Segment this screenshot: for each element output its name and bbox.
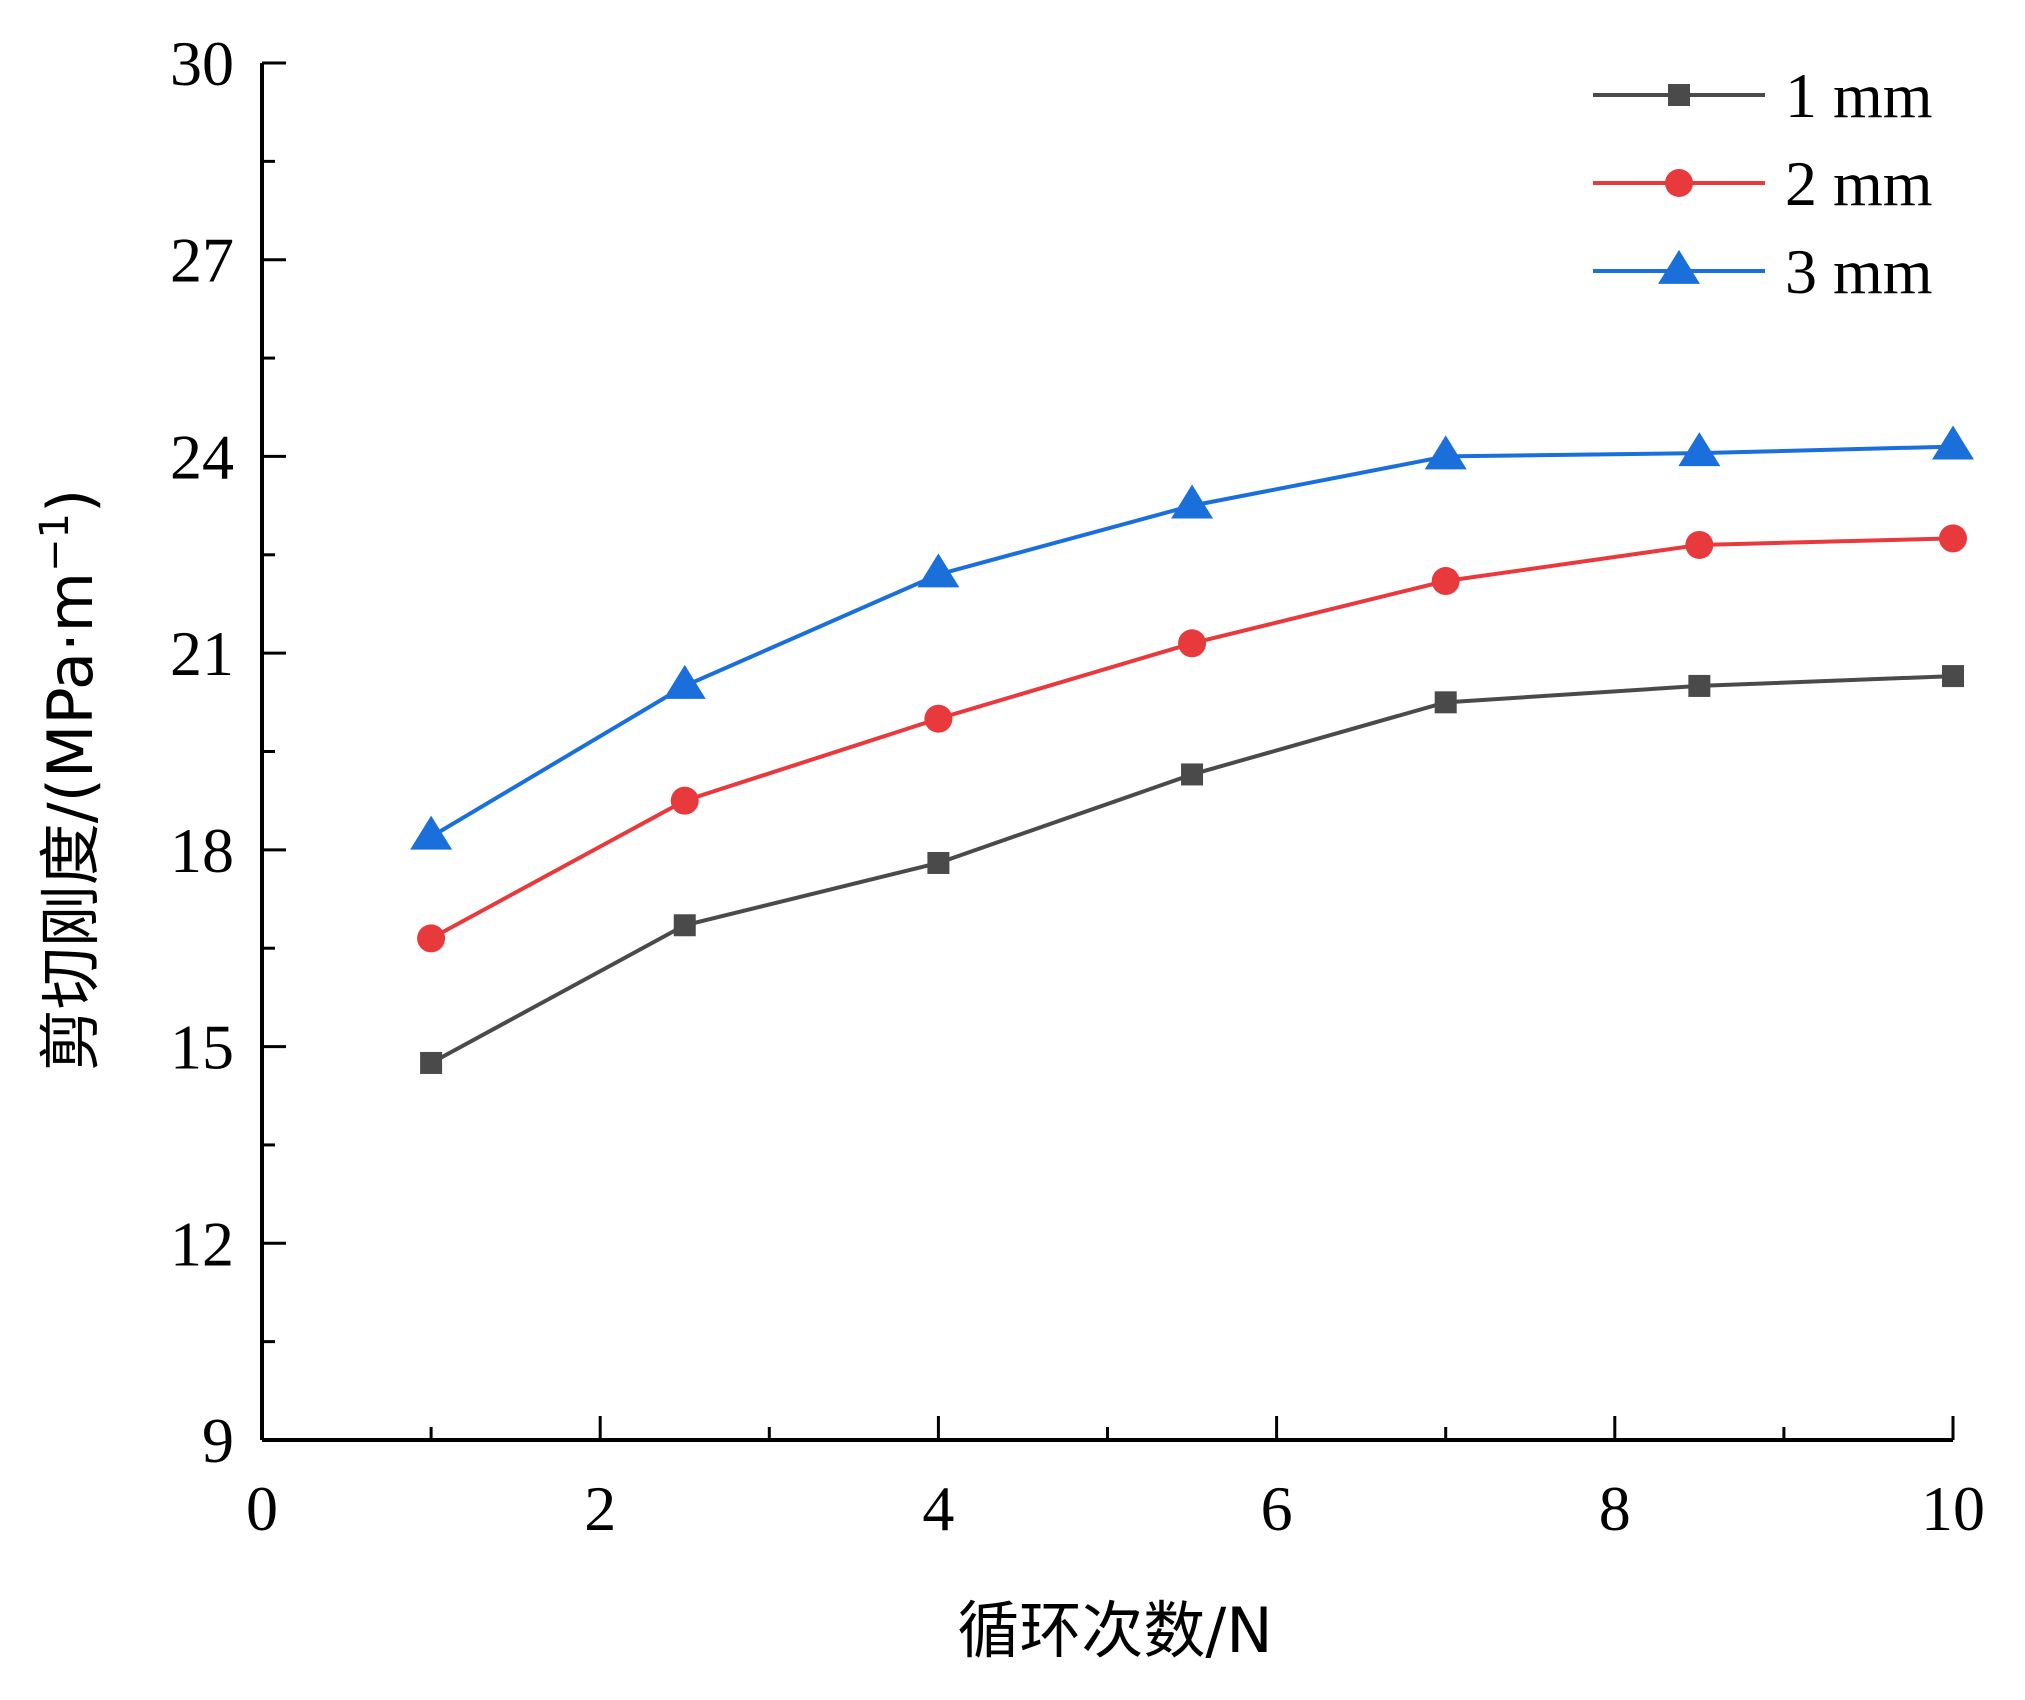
data-point [410,815,453,850]
data-point [1688,674,1711,697]
legend-label: 2 mm [1785,148,1933,219]
data-point [927,851,950,874]
x-axis-title: 循环次数/N [957,1594,1272,1667]
data-point [1685,530,1714,559]
series-3 [410,425,1974,850]
y-axis-title-end: ) [34,489,107,513]
legend-label: 3 mm [1785,236,1933,307]
legend-entry: 1 mm [1593,60,1933,131]
x-ticks: 0 2 4 6 8 10 [246,1416,1985,1544]
x-tick-label: 8 [1599,1473,1631,1544]
data-point [673,914,696,937]
data-point [1178,629,1207,658]
y-tick-label: 12 [170,1208,234,1279]
data-point [417,924,446,953]
legend-entry: 3 mm [1593,236,1933,307]
data-point [663,664,706,699]
data-point [1942,665,1964,688]
data-point [670,786,699,815]
y-tick-label: 30 [170,28,234,99]
data-point [1181,763,1204,786]
y-axis-title: 剪切刚度/(MPa·m−1) [32,489,107,1071]
data-point [1678,432,1721,467]
x-tick-label: 10 [1921,1473,1985,1544]
y-tick-label: 21 [170,618,234,689]
series-2 [417,524,1967,953]
x-tick-label: 6 [1261,1473,1293,1544]
data-point [1171,484,1214,519]
legend-label: 1 mm [1785,60,1933,131]
y-tick-label: 18 [170,815,234,886]
y-tick-label: 9 [202,1405,234,1476]
y-ticks: 9 12 15 18 21 24 27 30 [170,28,286,1476]
data-point [924,704,953,733]
legend-entry: 2 mm [1593,148,1933,219]
y-axis-title-group: 剪切刚度/(MPa·m−1) [32,489,107,1071]
legend: 1 mm 2 mm 3 mm [1593,60,1933,307]
y-tick-label: 27 [170,225,234,296]
y-axis-title-main: 剪切刚度/(MPa·m [34,572,107,1071]
legend-marker [1658,249,1700,284]
data-point [1424,435,1467,470]
series-layer [410,425,1974,1074]
legend-marker [1665,169,1693,197]
series-1 [420,665,1964,1074]
data-point [1434,691,1457,714]
x-tick-label: 0 [246,1473,278,1544]
series-line [430,536,1954,941]
y-axis-title-sup: −1 [32,513,78,572]
y-tick-label: 15 [170,1012,234,1083]
data-point [1939,524,1967,553]
x-tick-label: 2 [584,1473,616,1544]
y-tick-label: 24 [170,421,234,492]
data-point [1431,567,1460,596]
data-point [420,1051,443,1074]
legend-marker [1668,84,1690,106]
data-point [917,553,960,588]
series-line [430,674,1954,1065]
data-point [1932,425,1974,460]
x-tick-label: 4 [922,1473,954,1544]
